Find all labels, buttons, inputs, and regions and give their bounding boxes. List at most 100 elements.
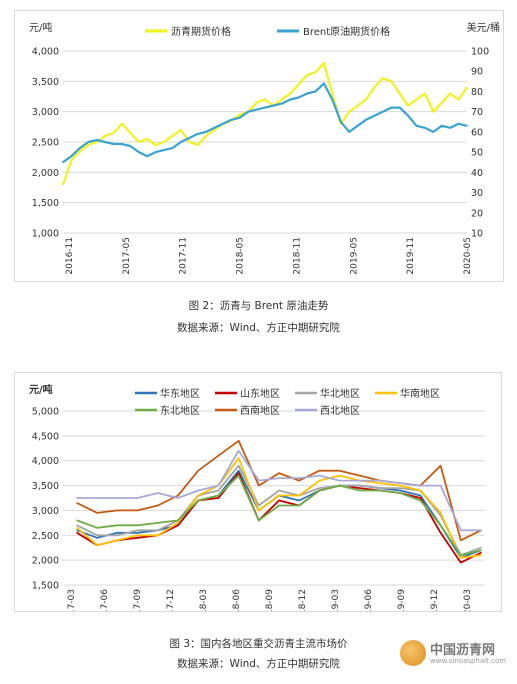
left-tick-label: 1,000	[32, 229, 59, 240]
data-point-asphalt	[306, 74, 308, 77]
x-tick-label: 2020-05	[463, 237, 473, 275]
data-point	[419, 499, 422, 502]
data-point	[298, 499, 300, 502]
data-point	[76, 527, 78, 529]
data-point	[258, 509, 260, 512]
data-point	[116, 509, 119, 512]
data-point	[318, 487, 321, 489]
data-point-brent	[137, 151, 140, 153]
data-point-brent	[163, 149, 165, 151]
right-tick-label: 40	[471, 168, 483, 179]
data-point-asphalt	[289, 92, 292, 95]
data-point-asphalt	[440, 101, 443, 104]
right-tick-label: 30	[471, 188, 483, 199]
data-point	[419, 484, 422, 487]
data-point	[197, 489, 199, 492]
figure-2-title: 图 2：沥青与 Brent 原油走势	[188, 300, 329, 312]
data-point	[399, 489, 401, 492]
data-point	[237, 457, 240, 459]
watermark-title: 中国沥青网	[430, 643, 496, 658]
data-point-brent	[180, 141, 182, 143]
data-point	[460, 556, 462, 559]
data-point-brent	[415, 125, 418, 127]
data-point	[136, 509, 139, 512]
data-point	[197, 494, 199, 497]
data-point-brent	[440, 125, 443, 127]
data-point	[399, 484, 401, 487]
data-point	[96, 544, 98, 546]
data-point	[76, 532, 78, 534]
data-point	[177, 497, 179, 499]
data-point-brent	[449, 127, 451, 129]
data-point	[460, 539, 462, 541]
data-point	[359, 487, 361, 489]
data-point	[237, 469, 240, 472]
data-point-brent	[213, 127, 216, 129]
chart-asphalt-brent: 1,000 1,500 2,000 2,500 3,000 3,500 4,000 10 20 3…	[14, 10, 504, 282]
x-tick-label: 2018-03	[199, 589, 209, 611]
data-point	[237, 464, 240, 467]
data-point-asphalt	[163, 141, 165, 143]
data-point-brent	[289, 98, 292, 101]
data-point	[278, 472, 280, 474]
data-point-asphalt	[70, 159, 73, 161]
chart-regional-prices: 1,500 2,000 2,500 3,000 3,500 4,000 4,500 5,000…	[14, 372, 502, 627]
data-point	[76, 519, 78, 522]
data-point	[76, 529, 78, 532]
watermark: 中国沥青网 www.sinoasphalt.com	[400, 636, 510, 672]
x-tick-label: 2017-09	[133, 589, 143, 611]
data-point	[278, 489, 280, 492]
data-point-brent	[323, 82, 325, 85]
data-point	[460, 529, 462, 532]
data-point	[460, 561, 462, 564]
data-point-asphalt	[180, 129, 182, 131]
x-tick-label: 2018-12	[298, 589, 308, 611]
data-point-asphalt	[415, 98, 418, 101]
x-tick-label: 2020-03	[463, 589, 473, 611]
legend-label: 华北地区	[320, 387, 360, 400]
data-point-brent	[247, 110, 249, 113]
data-point	[116, 497, 119, 499]
data-point-asphalt	[373, 86, 376, 89]
data-point	[419, 497, 422, 499]
data-point	[338, 479, 341, 482]
data-point-brent	[238, 116, 241, 119]
data-point-asphalt	[281, 98, 283, 101]
data-point-brent	[188, 137, 191, 139]
data-point-brent	[348, 131, 350, 133]
data-point-asphalt	[205, 135, 207, 137]
data-point-asphalt	[112, 132, 115, 134]
data-point-asphalt	[424, 92, 426, 95]
data-point-brent	[424, 127, 426, 129]
data-point	[157, 529, 159, 532]
left-tick-label: 2,000	[32, 168, 59, 179]
series-line	[76, 472, 482, 564]
data-point	[359, 474, 361, 477]
data-point	[439, 524, 442, 527]
left-tick-label: 1,500	[32, 581, 59, 592]
data-point	[318, 489, 321, 492]
x-tick-label: 2018-05	[236, 237, 246, 275]
left-tick-label: 4,500	[32, 431, 59, 442]
data-point-asphalt	[121, 123, 123, 125]
data-point-brent	[365, 118, 367, 121]
data-point	[157, 492, 159, 494]
data-point-brent	[457, 123, 460, 125]
data-point	[258, 479, 260, 482]
data-point-asphalt	[356, 104, 359, 107]
legend-label: 西北地区	[320, 404, 360, 417]
data-point	[399, 492, 401, 494]
right-tick-label: 10	[471, 229, 483, 240]
data-point	[217, 494, 220, 497]
data-point-asphalt	[390, 80, 393, 83]
figure-3-title: 图 3：国内各地区重交沥青主流市场价	[169, 638, 348, 650]
data-point	[278, 494, 280, 497]
data-point	[136, 534, 139, 536]
data-point-asphalt	[104, 135, 106, 137]
data-point-brent	[87, 141, 90, 143]
left-tick-label: 2,500	[32, 531, 59, 542]
data-point-asphalt	[62, 183, 64, 186]
data-point-asphalt	[331, 92, 334, 95]
data-point	[237, 450, 240, 452]
data-point-asphalt	[323, 62, 325, 64]
